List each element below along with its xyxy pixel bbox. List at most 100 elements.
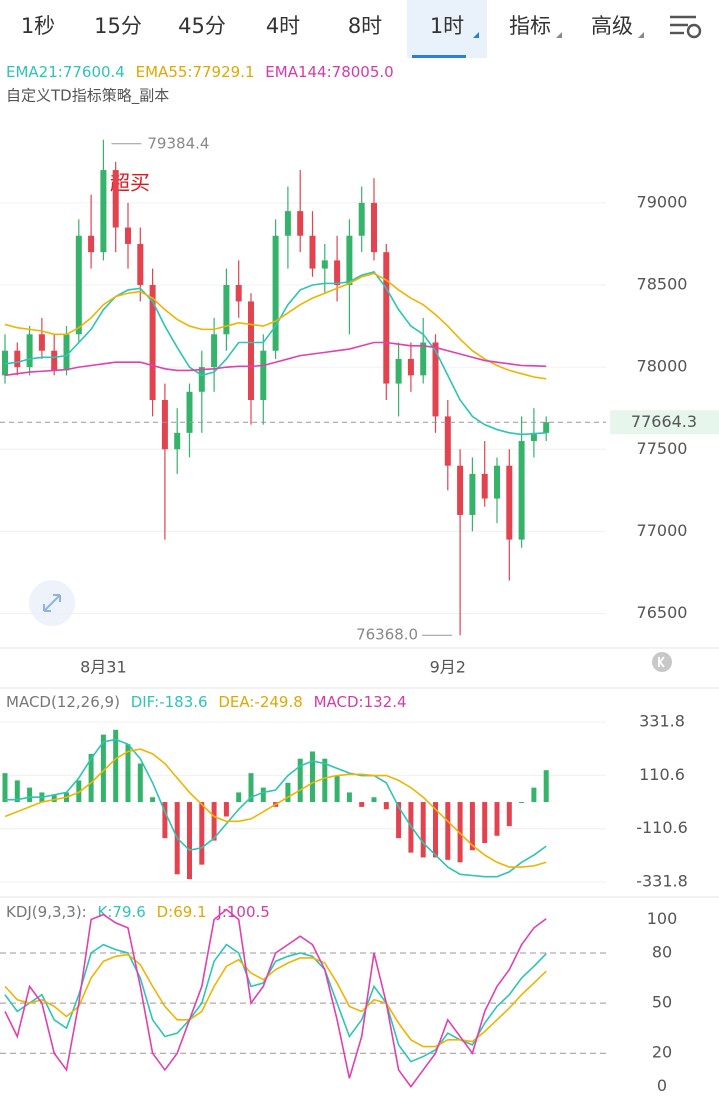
macd-bar bbox=[371, 797, 377, 803]
macd-bar bbox=[322, 758, 328, 803]
button-bg bbox=[652, 652, 672, 672]
macd-bar bbox=[396, 802, 402, 839]
candle-body bbox=[248, 301, 254, 400]
macd-bar bbox=[27, 787, 33, 803]
expand-button[interactable] bbox=[29, 580, 75, 626]
candle-body bbox=[518, 441, 525, 540]
tab[interactable]: 指标 bbox=[509, 14, 551, 38]
macd-bar bbox=[150, 797, 156, 803]
last-price-box bbox=[610, 410, 719, 435]
tab[interactable]: 45分 bbox=[178, 14, 226, 38]
candle-body bbox=[481, 473, 488, 499]
y-tick-label: 50 bbox=[652, 993, 672, 1012]
candle-body bbox=[63, 334, 70, 371]
candle-body bbox=[26, 334, 33, 368]
candle-body bbox=[51, 350, 58, 371]
candle-body bbox=[75, 235, 82, 335]
tab-dropdown-mark bbox=[473, 32, 479, 38]
candle-body bbox=[88, 235, 95, 253]
legend-entry: EMA55:77929.1 bbox=[136, 63, 255, 81]
macd-bar bbox=[334, 775, 340, 803]
legend-entry: K:79.6 bbox=[98, 903, 146, 921]
candle-body bbox=[211, 334, 218, 368]
y-tick-label: 77000 bbox=[637, 521, 688, 540]
expand-arrow bbox=[43, 594, 61, 612]
legend-entry: MACD:132.4 bbox=[314, 693, 407, 711]
scroll-end-button[interactable] bbox=[652, 652, 672, 672]
candle-body bbox=[358, 202, 365, 236]
macd-bar bbox=[260, 787, 266, 803]
tab-indicator bbox=[412, 55, 466, 58]
macd-bar bbox=[14, 780, 20, 803]
candle-body bbox=[125, 227, 131, 244]
candle-body bbox=[235, 285, 242, 302]
macd-bar bbox=[469, 802, 475, 851]
candle-body bbox=[38, 334, 45, 351]
macd-bar bbox=[76, 780, 82, 803]
candle-body bbox=[371, 202, 377, 253]
settings-icon[interactable] bbox=[670, 15, 702, 39]
macd-bar bbox=[248, 773, 254, 803]
macd-bar bbox=[420, 802, 426, 858]
candle-body bbox=[383, 252, 390, 384]
macd-bar bbox=[113, 729, 119, 803]
y-tick-label: 78000 bbox=[637, 357, 688, 376]
indicator-line bbox=[4, 272, 547, 380]
candle-body bbox=[2, 350, 8, 376]
y-tick-label: -110.6 bbox=[636, 818, 688, 837]
macd-bar bbox=[383, 802, 389, 810]
candle-body bbox=[321, 260, 328, 269]
tab[interactable]: 高级 bbox=[591, 14, 633, 38]
y-tick-label: 0 bbox=[657, 1076, 667, 1095]
tab[interactable]: 1秒 bbox=[21, 14, 55, 38]
candle-body bbox=[137, 243, 144, 286]
tab[interactable]: 4时 bbox=[266, 14, 300, 38]
indicator-title: MACD(12,26,9) bbox=[6, 693, 120, 711]
indicator-line bbox=[4, 943, 547, 1063]
macd-bar bbox=[531, 787, 537, 803]
macd-legend: MACD(12,26,9) DIF:-183.6 DEA:-249.8 MACD… bbox=[6, 693, 407, 711]
chevron bbox=[658, 656, 665, 668]
y-tick-label: 110.6 bbox=[639, 765, 685, 784]
macd-bar bbox=[285, 782, 291, 803]
macd-bar bbox=[359, 802, 365, 807]
candle-body bbox=[198, 367, 205, 392]
legend-entry: D:69.1 bbox=[157, 903, 207, 921]
candle-body bbox=[100, 170, 107, 253]
last-price-label: 77664.3 bbox=[631, 412, 697, 431]
indicator-line bbox=[4, 908, 547, 1088]
legend-entry: J:100.5 bbox=[216, 903, 269, 921]
macd-bar bbox=[137, 763, 143, 803]
macd-bar bbox=[297, 758, 303, 803]
candle-body bbox=[149, 285, 156, 400]
indicator-line bbox=[4, 270, 547, 436]
tab-selected-bg bbox=[407, 0, 487, 58]
kdj-legend: KDJ(9,3,3): K:79.6 D:69.1 J:100.5 bbox=[6, 903, 270, 921]
candle-body bbox=[407, 358, 414, 376]
legend-entry: EMA21:77600.4 bbox=[6, 63, 125, 81]
candle-body bbox=[309, 235, 316, 269]
macd-bar bbox=[519, 802, 525, 804]
candle-body bbox=[494, 465, 500, 499]
macd-bar bbox=[211, 802, 217, 841]
macd-bar bbox=[100, 734, 106, 803]
indicator-line bbox=[4, 341, 547, 377]
x-tick-label: 9月2 bbox=[430, 658, 466, 677]
macd-bar bbox=[199, 802, 205, 865]
candle-body bbox=[346, 235, 353, 286]
y-tick-label: 77500 bbox=[637, 439, 688, 458]
indicator-title: KDJ(9,3,3): bbox=[6, 903, 87, 921]
tab[interactable]: 8时 bbox=[348, 14, 382, 38]
macd-bar bbox=[236, 792, 242, 803]
tab[interactable]: 15分 bbox=[94, 14, 142, 38]
tab[interactable]: 1时 bbox=[430, 14, 464, 38]
candle-body bbox=[161, 399, 168, 450]
legend-entry: EMA144:78005.0 bbox=[265, 63, 393, 81]
candle-body bbox=[174, 432, 181, 450]
plot: 76500 77000 77500 78000 78500 79000 8月31 9月2 793… bbox=[0, 134, 719, 1095]
macd-bar bbox=[88, 753, 94, 803]
macd-bar bbox=[187, 802, 192, 880]
